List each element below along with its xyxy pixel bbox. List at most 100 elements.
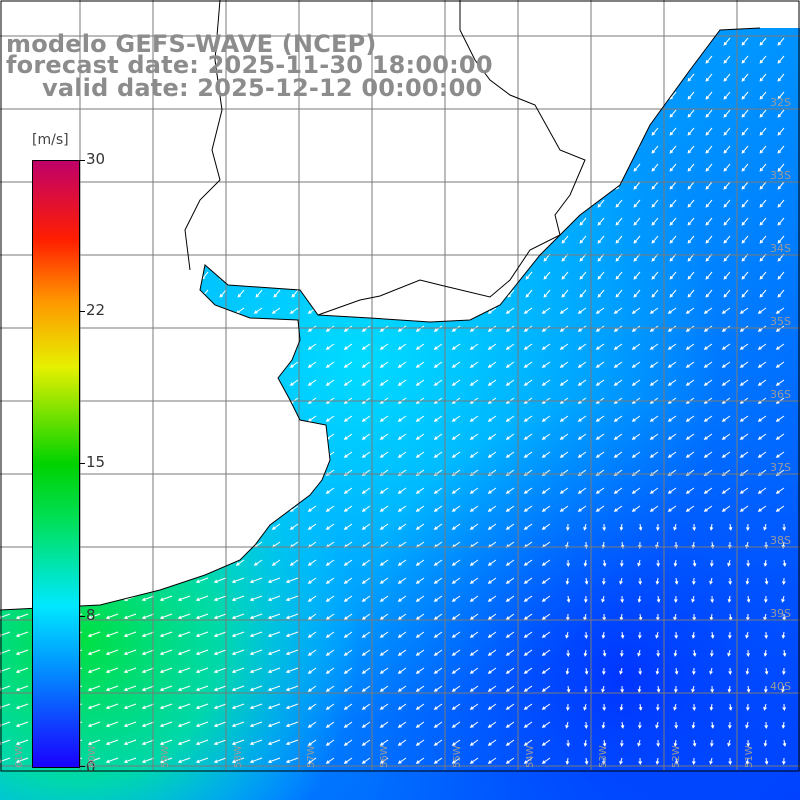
wind-arrow (523, 307, 533, 314)
wind-arrow (141, 721, 155, 728)
latitude-label: 35S (770, 315, 791, 328)
wind-arrow (255, 289, 263, 298)
wind-arrow (325, 595, 335, 602)
wind-arrow (615, 289, 623, 298)
wind-arrow (649, 361, 659, 368)
wind-arrow (487, 307, 497, 314)
wind-arrow (379, 577, 389, 584)
wind-arrow (709, 739, 714, 748)
wind-arrow (231, 685, 245, 692)
wind-arrow (541, 487, 551, 494)
wind-arrow (159, 613, 173, 620)
wind-arrow (451, 523, 461, 530)
wind-arrow (638, 757, 643, 766)
wind-arrow (505, 559, 515, 566)
wind-arrow (595, 451, 605, 458)
wind-arrow (397, 451, 407, 458)
wind-arrow (361, 757, 371, 764)
wind-arrow (703, 415, 713, 422)
wind-arrow (523, 613, 533, 620)
wind-arrow (267, 721, 281, 728)
wind-arrow (451, 757, 461, 764)
wind-arrow (195, 577, 209, 584)
wind-arrow (415, 523, 425, 530)
wind-arrow (613, 343, 623, 350)
wind-arrow (703, 361, 713, 368)
wind-arrow (759, 37, 767, 46)
wind-arrow (619, 577, 623, 585)
latitude-label: 38S (770, 534, 791, 547)
wind-arrow (361, 667, 371, 674)
wind-arrow (361, 505, 371, 512)
wind-arrow (361, 613, 371, 620)
wind-arrow (361, 379, 371, 386)
wind-arrow (595, 487, 605, 494)
wind-arrow (703, 343, 713, 350)
wind-arrow (343, 523, 353, 530)
wind-arrow (195, 703, 209, 710)
wind-arrow (728, 757, 733, 766)
wind-arrow (595, 415, 605, 422)
wind-arrow (703, 433, 713, 440)
wind-arrow (343, 721, 353, 728)
wind-arrow (777, 109, 785, 118)
wind-arrow (15, 649, 29, 656)
wind-arrow (505, 631, 515, 638)
wind-arrow (651, 271, 659, 280)
wind-arrow (655, 667, 660, 675)
wind-arrow (782, 739, 787, 747)
wind-arrow (561, 235, 569, 244)
wind-arrow (451, 631, 461, 638)
wind-arrow (777, 163, 785, 172)
wind-arrow (523, 595, 533, 602)
wind-arrow (231, 631, 245, 638)
wind-arrow (601, 577, 606, 586)
wind-arrow (777, 235, 785, 244)
wind-arrow (745, 757, 750, 765)
wind-arrow (289, 307, 299, 314)
wind-arrow (487, 757, 497, 764)
wind-arrow (631, 415, 641, 422)
model-title: modelo GEFS-WAVE (NCEP) (6, 30, 377, 58)
wind-arrow (559, 433, 569, 440)
wind-arrow (397, 739, 407, 746)
wind-arrow (379, 703, 389, 710)
wind-arrow (325, 685, 335, 692)
wind-arrow (397, 577, 407, 584)
wind-arrow (523, 343, 533, 350)
wind-arrow (566, 739, 571, 748)
wind-arrow (433, 703, 443, 710)
wind-arrow (782, 523, 787, 532)
valid-date: valid date: 2025-12-12 00:00:00 (42, 74, 483, 102)
longitude-label: 51W (744, 745, 755, 768)
wind-arrow (487, 451, 497, 458)
wind-arrow (397, 325, 407, 332)
wind-arrow (685, 505, 695, 512)
wind-arrow (195, 631, 209, 638)
wind-arrow (451, 415, 461, 422)
wind-arrow (687, 199, 695, 208)
wind-arrow (307, 577, 317, 584)
wind-arrow (777, 37, 785, 46)
wind-arrow (469, 757, 479, 764)
wind-arrow (745, 631, 749, 639)
wind-arrow (728, 523, 733, 531)
colorbar (32, 160, 80, 768)
wind-arrow (673, 559, 678, 567)
wind-arrow (159, 721, 173, 728)
wind-arrow (777, 127, 785, 136)
wind-arrow (487, 487, 497, 494)
wind-arrow (487, 649, 497, 656)
wind-arrow (705, 199, 713, 208)
wind-arrow (487, 379, 497, 386)
wind-arrow (141, 703, 155, 710)
wind-arrow (674, 631, 679, 640)
wind-arrow (583, 559, 588, 567)
wind-arrow (781, 631, 786, 639)
wind-arrow (267, 685, 281, 692)
wind-arrow (577, 451, 587, 458)
wind-arrow (669, 163, 677, 172)
wind-arrow (741, 145, 749, 154)
wind-arrow (763, 739, 768, 747)
